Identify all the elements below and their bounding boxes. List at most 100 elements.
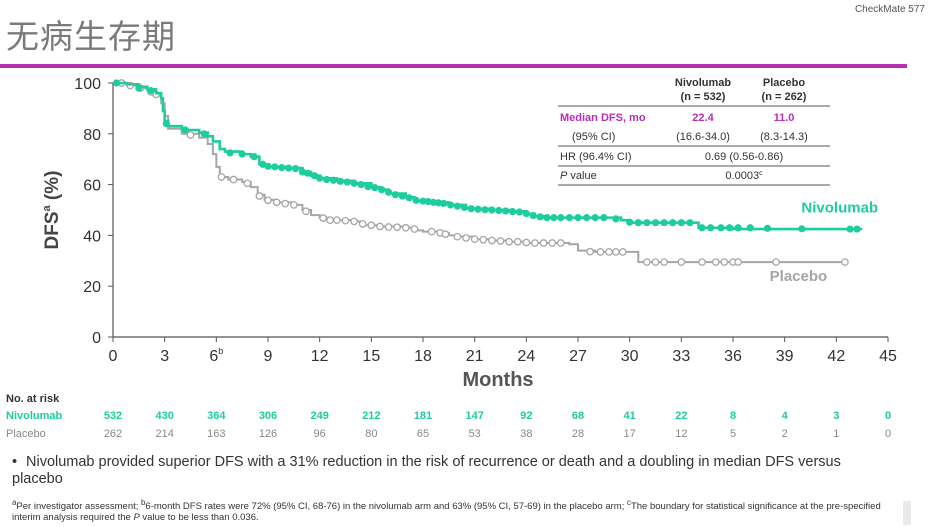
censor-mark-nivolumab [336,177,344,185]
x-tick-label: 15 [362,348,380,365]
censor-mark-nivolumab [536,213,544,221]
risk-value-placebo: 96 [314,428,326,440]
censor-mark-nivolumab [634,219,642,227]
censor-mark-nivolumab [364,183,372,191]
censor-mark-nivolumab [405,194,413,202]
censor-mark-nivolumab [626,218,634,226]
risk-row-label-placebo: Placebo [6,428,46,440]
censor-mark-nivolumab [250,153,258,161]
censor-mark-nivolumab [550,214,558,222]
risk-table-header: No. at risk [6,393,60,405]
series-label-nivolumab: Nivolumab [801,200,878,217]
censor-mark-placebo [217,173,226,181]
censor-mark-nivolumab [434,199,443,207]
censor-mark-placebo [350,217,358,226]
stats-col-nivolumab-header: Nivolumab [675,77,732,89]
risk-value-nivolumab: 0 [885,410,891,422]
risk-value-placebo: 214 [155,428,173,440]
x-tick-label: 9 [264,348,273,365]
censor-mark-nivolumab [391,191,400,199]
censor-mark-nivolumab [371,184,379,192]
censor-mark-placebo [677,258,686,266]
risk-value-placebo: 2 [782,428,788,440]
x-axis-title: Months [462,369,533,391]
censor-mark-nivolumab [343,178,351,186]
censor-mark-placebo [548,239,557,247]
censor-mark-nivolumab [460,203,468,212]
key-finding-bullet: • Nivolumab provided superior DFS with a … [12,454,892,488]
censor-mark-nivolumab [763,224,772,232]
footnote-italic-p: P [133,512,140,524]
risk-value-nivolumab: 430 [155,410,173,422]
censor-mark-placebo [734,258,743,266]
censor-mark-placebo [505,237,513,246]
censor-mark-placebo [319,214,327,222]
y-tick-label: 0 [92,330,101,347]
censor-mark-placebo [453,232,462,241]
censor-mark-nivolumab [378,186,386,194]
censor-mark-placebo [531,239,539,247]
censor-mark-nivolumab [398,192,406,200]
risk-value-nivolumab: 147 [465,410,483,422]
footnote-text: value to be less than 0.036. [139,512,259,524]
stats-col-placebo-n: (n = 262) [762,91,807,103]
censor-mark-nivolumab [238,150,246,158]
censor-mark-placebo [651,258,660,266]
risk-value-placebo: 53 [469,428,481,440]
footnote-sup-b: b [141,498,146,507]
x-tick-label: 3 [160,348,169,365]
series-label-placebo: Placebo [770,268,828,285]
y-tick-label: 20 [83,279,101,296]
censor-mark-nivolumab [846,225,854,233]
censor-mark-placebo [272,198,281,207]
stats-hr-value: 0.69 (0.56-0.86) [705,151,783,163]
risk-value-placebo: 0 [885,428,891,440]
key-finding-text: Nivolumab provided superior DFS with a 3… [12,454,841,487]
censor-mark-placebo [711,258,720,266]
censor-mark-nivolumab [529,211,537,220]
y-axis-title: DFSa (%) [41,171,63,250]
censor-mark-nivolumab [669,219,677,227]
censor-mark-nivolumab [557,214,565,222]
risk-value-placebo: 17 [624,428,636,440]
censor-mark-placebo [326,216,334,225]
censor-mark-nivolumab [467,205,475,213]
censor-mark-placebo [841,258,849,266]
footnote-sup-c: c [627,498,631,507]
censor-mark-placebo [264,196,272,205]
censor-mark-placebo [488,236,496,245]
x-tick-label: 45 [879,348,897,365]
stats-table: Nivolumab (n = 532) Placebo (n = 262) Me… [558,77,830,186]
stats-median-nivolumab: 22.4 [692,112,714,124]
censor-mark-nivolumab [612,215,620,223]
stats-p-label: P value [560,170,597,182]
censor-mark-nivolumab [853,225,861,233]
stats-hr-label: HR (96.4% CI) [560,151,632,163]
risk-value-nivolumab: 306 [259,410,277,422]
censor-mark-placebo [643,258,651,266]
censor-mark-nivolumab [798,225,806,233]
censor-mark-nivolumab [446,201,455,209]
risk-value-placebo: 262 [104,428,122,440]
x-tick-label: 27 [569,348,587,365]
censor-mark-nivolumab [316,174,324,182]
stats-ci-placebo: (8.3-14.3) [760,131,808,143]
y-tick-label: 80 [83,127,101,144]
x-tick-label: 0 [109,348,118,365]
censor-mark-nivolumab [734,224,742,232]
censor-mark-nivolumab [200,130,208,138]
censor-mark-placebo [539,239,548,247]
censor-mark-placebo [367,221,376,230]
censor-mark-nivolumab [226,149,234,157]
risk-value-nivolumab: 41 [624,410,636,422]
censor-mark-nivolumab [698,224,706,232]
chart-ticks: 0 3 6b 9 12 15 18 21 24 27 30 33 36 39 42 45 0 20 40 60 80 10… [74,76,897,365]
chart-axes [112,83,888,338]
censor-mark-nivolumab [474,205,482,213]
censor-mark-placebo [660,258,668,266]
risk-value-placebo: 163 [207,428,225,440]
censor-mark-placebo [427,227,436,236]
censor-mark-nivolumab [591,214,599,222]
footnote-text: Per investigator assessment; [16,501,142,513]
